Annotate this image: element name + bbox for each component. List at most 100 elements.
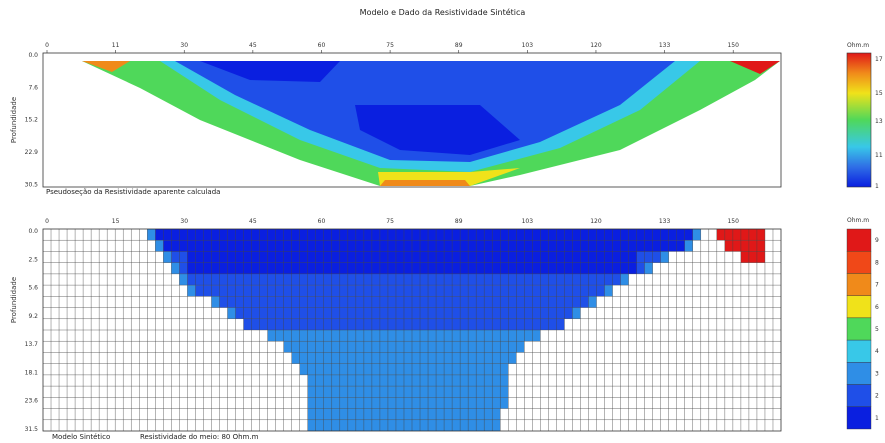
- page-title: Modelo e Dado da Resistividade Sintética: [359, 8, 526, 17]
- colorbar2-ticks: 9 8 7 6 5 4 3 2 1: [875, 237, 879, 422]
- colorbar-tick-label: 5: [875, 326, 879, 333]
- model-fringe: [684, 240, 693, 252]
- panel1-y-ticks: 0.0 7.6 15.2 22.9 30.5: [25, 52, 39, 188]
- colorbar-swatch: [846, 384, 872, 407]
- colorbar1: [846, 52, 872, 188]
- colorbar-tick-label: 4: [875, 348, 879, 355]
- colorbar-tick-label: 8: [875, 259, 879, 266]
- colorbar-tick-label: 17: [875, 56, 883, 63]
- colorbar-swatch: [846, 228, 872, 252]
- model-fringe: [147, 229, 156, 241]
- panel1-caption: Pseudoseção da Resistividade aparente ca…: [46, 188, 221, 196]
- panel2-ylabel: Profundidade: [10, 277, 18, 323]
- x-tick-label: 45: [249, 42, 257, 49]
- colorbar-swatch: [846, 317, 872, 341]
- x-tick-label: 75: [386, 218, 394, 225]
- pseudosection-right-red: [730, 61, 780, 74]
- panel2-caption-left: Modelo Sintético: [52, 433, 111, 441]
- y-tick-label: 9.2: [28, 313, 38, 320]
- x-tick-label: 0: [45, 42, 49, 49]
- pseudosection-left-red: [82, 61, 130, 72]
- x-tick-label: 133: [659, 218, 671, 225]
- y-tick-label: 15.2: [25, 117, 39, 124]
- panel2-x-ticks: 0 15 30 45 60 75 89 103 120 133 150: [45, 218, 739, 225]
- panel1-frame: [42, 52, 782, 188]
- colorbar2-unit: Ohm.m: [847, 217, 869, 224]
- red-anomaly: [740, 251, 765, 263]
- colorbar-swatch: [846, 406, 872, 430]
- colorbar-tick-label: 15: [875, 90, 883, 97]
- model-grid: [43, 229, 781, 431]
- model-fringe: [572, 307, 581, 319]
- x-tick-label: 89: [455, 42, 463, 49]
- model-fringe: [171, 262, 180, 274]
- pseudosection-bottom-red: [380, 180, 470, 186]
- model-fringe: [211, 296, 220, 308]
- model-fringe: [692, 229, 701, 241]
- colorbar-tick-label: 2: [875, 393, 879, 400]
- y-tick-label: 5.6: [28, 285, 38, 292]
- y-tick-label: 7.6: [28, 84, 38, 91]
- panel2-frame: [42, 228, 782, 432]
- y-tick-label: 23.6: [25, 398, 39, 405]
- model-layer: [307, 386, 509, 398]
- model-layer: [307, 374, 509, 387]
- colorbar-tick-label: 1: [875, 415, 879, 422]
- colorbar1-unit: Ohm.m: [847, 42, 869, 49]
- model-layer: [195, 285, 605, 297]
- colorbar-tick-label: 13: [875, 118, 883, 125]
- x-tick-label: 15: [112, 218, 120, 225]
- colorbar2: [846, 228, 872, 430]
- y-tick-label: 0.0: [28, 228, 38, 235]
- model-fringe: [620, 273, 629, 286]
- y-tick-label: 2.5: [28, 256, 38, 263]
- colorbar-tick-label: 1: [875, 183, 879, 190]
- colorbar-swatch: [846, 339, 872, 363]
- y-tick-label: 13.7: [25, 341, 39, 348]
- colorbar-swatch: [846, 273, 872, 296]
- x-tick-label: 45: [249, 218, 257, 225]
- x-tick-label: 89: [455, 218, 463, 225]
- model-layer: [307, 397, 509, 409]
- x-tick-label: 120: [590, 42, 602, 49]
- x-tick-label: 103: [522, 42, 534, 49]
- x-tick-label: 60: [318, 42, 326, 49]
- x-tick-label: 75: [386, 42, 394, 49]
- model-fringe: [604, 285, 613, 297]
- y-tick-label: 30.5: [25, 181, 39, 188]
- red-anomaly: [724, 240, 765, 252]
- model-fringe: [227, 307, 236, 319]
- colorbar-swatch: [846, 362, 872, 385]
- model-fringe: [163, 251, 172, 263]
- x-tick-label: 60: [318, 218, 326, 225]
- colorbar-tick-label: 7: [875, 282, 879, 289]
- x-tick-label: 103: [522, 218, 534, 225]
- x-tick-label: 30: [180, 218, 188, 225]
- x-tick-label: 133: [659, 42, 671, 49]
- y-tick-label: 0.0: [28, 52, 38, 59]
- y-tick-label: 22.9: [25, 149, 39, 156]
- colorbar-tick-label: 9: [875, 237, 879, 244]
- colorbar-tick-label: 11: [875, 152, 883, 159]
- panel2-y-ticks: 0.0 2.5 5.6 9.2 13.7 18.1 23.6 31.5: [25, 228, 39, 433]
- x-tick-label: 120: [590, 218, 602, 225]
- y-tick-label: 31.5: [25, 426, 39, 433]
- colorbar-swatch: [846, 251, 872, 274]
- x-tick-label: 0: [45, 218, 49, 225]
- x-tick-label: 11: [112, 42, 120, 49]
- panel2-caption-right: Resistividade do meio: 80 Ohm.m: [140, 433, 259, 441]
- x-tick-label: 30: [180, 42, 188, 49]
- colorbar-tick-label: 3: [875, 370, 879, 377]
- model-fringe: [179, 273, 188, 286]
- colorbar-tick-label: 6: [875, 304, 879, 311]
- model-fringe: [588, 296, 597, 308]
- y-tick-label: 18.1: [25, 369, 39, 376]
- x-tick-label: 150: [727, 42, 739, 49]
- colorbar-swatch: [846, 295, 872, 319]
- pseudosection-deep-blue-top: [200, 61, 340, 82]
- x-tick-label: 150: [727, 218, 739, 225]
- panel1-ylabel: Profundidade: [10, 97, 18, 143]
- model-fringe: [644, 262, 653, 274]
